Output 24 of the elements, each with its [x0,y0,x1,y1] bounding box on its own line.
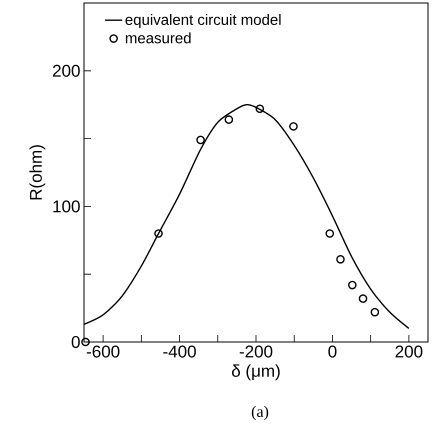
x-tick-label: -400 [163,346,196,358]
point [336,254,345,264]
point [224,115,234,124]
point [358,294,368,303]
point [154,229,163,238]
legend-label: measured [126,32,191,44]
x-tick-label: 200 [396,346,422,358]
x-axis-title: δ (μm) [232,364,280,380]
point [256,104,264,114]
point [81,338,90,346]
y-tick-label: 0 [72,336,80,348]
y-axis-title: R(ohm) [29,145,46,200]
y-tick-label: 200 [52,64,80,77]
text: (a) [252,406,268,420]
point [196,136,205,144]
point [289,122,298,131]
point [370,308,380,316]
point [348,280,357,290]
x-tick-label: -600 [86,346,120,358]
x-tick-label: 0 [328,346,337,358]
legend-label: equivalent circuit model [126,14,281,28]
point [325,229,334,238]
x-tick-label: -200 [240,346,272,358]
y-tick-label: 100 [53,200,80,212]
